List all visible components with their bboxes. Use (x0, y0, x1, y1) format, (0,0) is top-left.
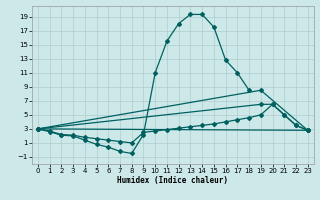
X-axis label: Humidex (Indice chaleur): Humidex (Indice chaleur) (117, 176, 228, 185)
